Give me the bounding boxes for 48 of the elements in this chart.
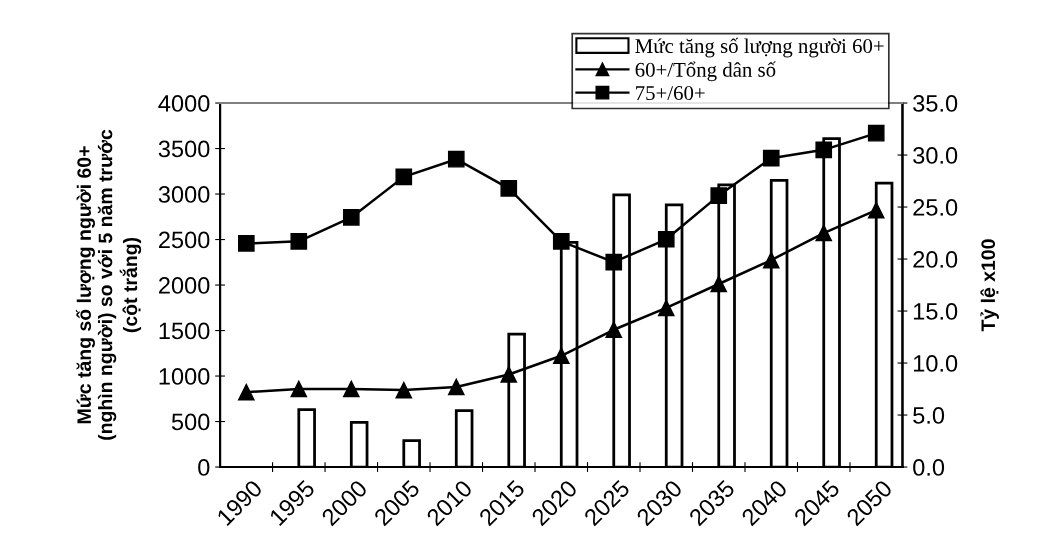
legend-label: 75+/60+ [636, 86, 705, 101]
y2-tick-label: 10.0 [914, 355, 958, 372]
y-tick-label: 2000 [159, 277, 210, 294]
y-tick-label: 0 [198, 459, 210, 476]
point [237, 383, 255, 401]
legend-label: 60+/Tổng dân số [635, 61, 776, 82]
y-tick-label: 500 [171, 413, 210, 431]
point [605, 321, 623, 339]
point [342, 380, 360, 398]
legend-label: Mức tăng số lượng người 60+ [635, 37, 884, 58]
y2-tick-label: 20.0 [913, 251, 958, 268]
point [342, 209, 360, 226]
y2-tick-label: 15.0 [914, 303, 958, 320]
point [710, 187, 728, 204]
point [290, 233, 308, 250]
point [237, 235, 255, 252]
point [500, 366, 518, 383]
point [395, 381, 413, 399]
y-tick-label: 1000 [159, 368, 210, 385]
point [710, 275, 728, 293]
point [552, 233, 570, 250]
point [552, 347, 570, 365]
point [657, 299, 675, 317]
y2-tick-label: 5.0 [913, 407, 945, 424]
y2-axis-title: Tỷ lệ x100 [980, 239, 999, 332]
point [762, 251, 780, 269]
y-tick-label: 3500 [158, 140, 210, 158]
point [447, 378, 465, 396]
y2-tick-label: 35.0 [913, 95, 958, 112]
y-tick-label: 4000 [158, 95, 210, 112]
y2-tick-label: 25.0 [913, 199, 958, 216]
point [815, 141, 833, 159]
point [815, 224, 833, 242]
y-tick-label: 3000 [158, 186, 210, 203]
point [290, 380, 308, 398]
y-axis-title: Mức tăng số lượng người 60+ (nghìn người) so với 5 năm trước (cột trắng) [75, 129, 142, 440]
point [605, 253, 623, 271]
point [762, 149, 780, 167]
point [395, 168, 413, 186]
point [867, 124, 885, 142]
point [657, 230, 675, 248]
point [447, 150, 465, 168]
point [500, 179, 518, 197]
point [867, 201, 885, 219]
y2-tick-label: 30.0 [913, 147, 958, 164]
y2-tick-label: 0.0 [913, 459, 945, 476]
y-tick-label: 2500 [159, 231, 210, 249]
y-tick-label: 1500 [159, 322, 210, 340]
